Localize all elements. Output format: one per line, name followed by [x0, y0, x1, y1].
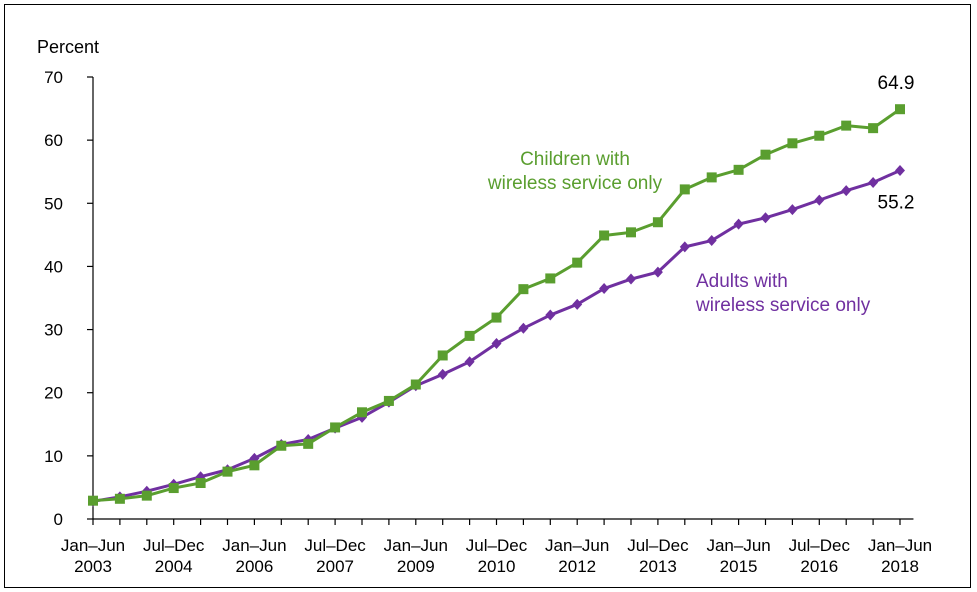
data-point-square: [276, 440, 287, 451]
y-tick-label: 40: [44, 257, 63, 276]
x-tick-label-year: 2010: [478, 557, 516, 576]
y-tick-label: 70: [44, 68, 63, 87]
data-point-square: [787, 138, 798, 149]
x-axis: Jan–Jun 2003 Jul–Dec 2004 Jan–Jun 2006 Jul–Dec…: [61, 518, 932, 576]
data-point-diamond: [572, 298, 583, 310]
data-point-diamond: [491, 337, 502, 349]
data-point-square: [222, 466, 233, 477]
y-axis: 0 10 20 30 40 50 60 70: [44, 68, 94, 529]
x-tick-label-year: 2007: [316, 557, 354, 576]
data-point-square: [330, 422, 341, 433]
x-tick-label-year: 2015: [720, 557, 758, 576]
data-point-square: [114, 493, 125, 504]
data-point-diamond: [599, 283, 610, 295]
x-tick-label-year: 2013: [639, 557, 677, 576]
x-tick-label: Jul–Dec: [627, 536, 689, 555]
data-point-square: [357, 407, 367, 418]
line-chart: Percent 0 10 20 30 40 50 60 70 Jan–Jun 2003 Jul–D…: [37, 37, 932, 576]
data-point-diamond: [464, 356, 475, 368]
data-point-square: [841, 120, 852, 131]
series-label-adults: wireless service only: [695, 295, 871, 316]
x-tick-label: Jan–Jun: [545, 536, 609, 555]
data-point-square: [733, 164, 744, 175]
data-point-square: [168, 483, 179, 494]
x-tick-label: Jan–Jun: [868, 536, 932, 555]
x-tick-label: Jul–Dec: [143, 536, 205, 555]
x-tick-label-year: 2018: [881, 557, 919, 576]
data-point-square: [572, 257, 583, 268]
data-point-square: [868, 123, 879, 134]
data-point-diamond: [518, 322, 529, 334]
data-point-square: [249, 460, 260, 471]
x-tick-label-year: 2009: [397, 557, 435, 576]
data-point-diamond: [868, 176, 879, 188]
data-point-diamond: [760, 212, 771, 224]
x-tick-label-year: 2012: [558, 557, 596, 576]
y-tick-label: 20: [44, 384, 63, 403]
data-point-diamond: [841, 185, 852, 197]
end-value-label-adults: 55.2: [878, 192, 915, 213]
x-tick-label: Jul–Dec: [466, 536, 528, 555]
end-value-label-children: 64.9: [878, 73, 915, 94]
series-labels: Children with wireless service only Adults…: [487, 73, 915, 316]
x-tick-label-year: 2016: [800, 557, 838, 576]
data-point-square: [599, 230, 610, 241]
data-point-square: [303, 438, 314, 449]
y-tick-label: 0: [54, 510, 63, 529]
series-adults: [88, 164, 905, 507]
x-tick-label-year: 2006: [235, 557, 273, 576]
data-point-square: [652, 217, 663, 228]
data-point-square: [706, 172, 717, 183]
data-point-square: [760, 149, 771, 160]
data-point-square: [437, 350, 448, 361]
data-point-diamond: [545, 309, 556, 321]
data-point-square: [383, 395, 394, 406]
data-point-square: [141, 490, 152, 501]
data-point-square: [895, 104, 905, 115]
series-layer: [88, 104, 905, 507]
data-point-square: [464, 330, 475, 341]
data-point-diamond: [895, 164, 905, 176]
data-point-square: [626, 227, 636, 238]
x-tick-label: Jan–Jun: [222, 536, 286, 555]
y-tick-label: 10: [44, 447, 63, 466]
series-line: [92, 169, 901, 503]
y-tick-label: 30: [44, 321, 63, 340]
series-label-children: Children with: [520, 149, 630, 170]
x-tick-label: Jul–Dec: [304, 536, 366, 555]
series-children: [88, 104, 905, 506]
chart-frame: Percent 0 10 20 30 40 50 60 70 Jan–Jun 2003 Jul–D…: [4, 4, 971, 588]
data-point-diamond: [814, 194, 825, 206]
x-tick-label: Jan–Jun: [706, 536, 770, 555]
y-tick-label: 50: [44, 194, 63, 213]
x-tick-label-year: 2003: [74, 557, 112, 576]
y-tick-label: 60: [44, 131, 63, 150]
data-point-square: [195, 478, 206, 489]
x-tick-label: Jan–Jun: [61, 536, 125, 555]
y-axis-title: Percent: [37, 37, 99, 57]
data-point-diamond: [626, 273, 636, 285]
x-tick-label: Jul–Dec: [789, 536, 851, 555]
data-point-square: [88, 495, 98, 506]
data-point-diamond: [733, 218, 744, 230]
series-label-adults: Adults with: [696, 271, 788, 292]
x-tick-label: Jan–Jun: [384, 536, 448, 555]
data-point-square: [814, 130, 825, 141]
series-label-children: wireless service only: [487, 173, 663, 194]
data-point-square: [410, 379, 421, 390]
data-point-square: [679, 184, 690, 195]
data-point-diamond: [437, 368, 448, 380]
data-point-square: [518, 284, 529, 295]
x-tick-label-year: 2004: [155, 557, 193, 576]
data-point-diamond: [706, 235, 717, 247]
data-point-square: [491, 312, 502, 323]
data-point-diamond: [787, 204, 798, 216]
data-point-square: [545, 273, 556, 284]
data-point-diamond: [679, 241, 690, 253]
data-point-diamond: [652, 266, 663, 278]
